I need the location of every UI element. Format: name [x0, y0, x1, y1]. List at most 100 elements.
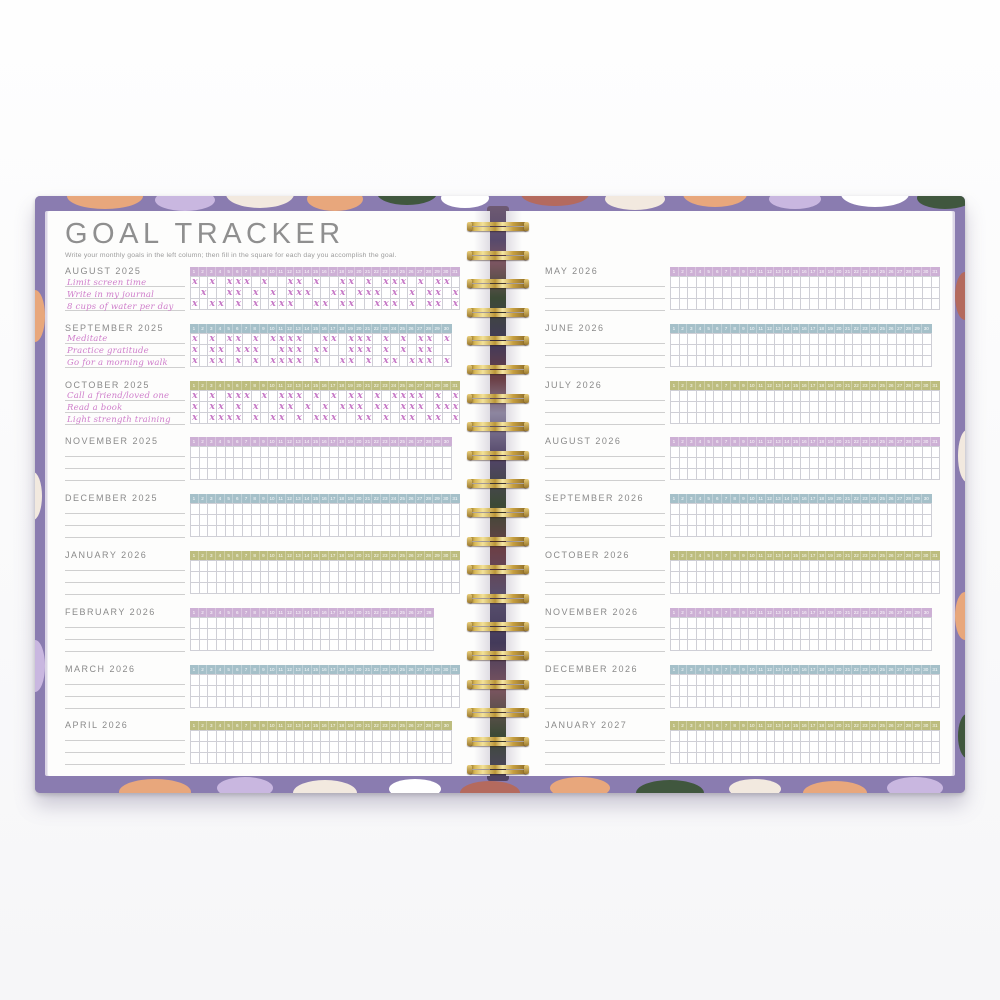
day-cell: [671, 617, 680, 629]
day-number: 8: [251, 437, 260, 447]
day-cell: [260, 685, 270, 697]
day-number: 22: [852, 437, 862, 447]
day-cell: [775, 299, 784, 310]
day-cell: [416, 582, 426, 594]
day-cell: [749, 333, 758, 345]
day-number: 18: [338, 380, 347, 390]
day-cell: [836, 401, 845, 413]
day-cell: [827, 742, 837, 754]
day-cell: x: [208, 355, 218, 367]
day-cell: [844, 412, 854, 424]
day-cell: [191, 288, 200, 299]
day-cell: [705, 582, 715, 594]
day-cell: [922, 674, 932, 686]
day-number: 1: [670, 607, 679, 617]
day-cell: [208, 447, 218, 459]
day-cell: [888, 333, 897, 345]
day-cell: x: [208, 299, 218, 310]
x-mark: x: [252, 401, 259, 412]
x-mark: x: [357, 390, 363, 401]
day-cell: [879, 447, 889, 459]
day-cell: [199, 412, 209, 424]
day-number: 22: [852, 494, 862, 504]
day-cell: [731, 288, 741, 299]
day-cell: [225, 674, 235, 686]
day-number: 29: [433, 494, 442, 504]
day-cell: [827, 639, 837, 651]
day-cell: [260, 571, 270, 583]
day-cell: [931, 412, 941, 424]
x-mark: x: [322, 333, 328, 345]
day-number: 11: [757, 664, 766, 674]
day-cell: [434, 674, 443, 686]
wire-loop: [469, 541, 527, 546]
day-cell: [408, 277, 417, 288]
day-number: 13: [294, 437, 303, 447]
day-cell: [922, 571, 932, 583]
day-cell: [277, 639, 287, 651]
day-cell: [234, 742, 244, 754]
day-cell: [749, 560, 758, 572]
day-cell: [425, 582, 435, 594]
day-number: 15: [312, 607, 321, 617]
goal-track-row: [671, 742, 941, 754]
month-section: FEBRUARY 2026 1 2 3 4 5 6 7 8 9 10 11 12 13 14 15 16 17 18…: [65, 607, 484, 664]
day-cell: [714, 674, 724, 686]
day-cell: [199, 696, 209, 708]
goal-line: [65, 729, 185, 742]
tracker-grid-body: [190, 446, 452, 481]
day-cell: [338, 753, 348, 765]
day-number: 16: [320, 550, 329, 560]
day-cell: [862, 560, 871, 572]
day-number: 25: [399, 323, 408, 333]
day-cell: [260, 628, 270, 640]
day-number: 16: [320, 380, 329, 390]
day-cell: [740, 560, 750, 572]
day-number: 16: [320, 607, 329, 617]
day-cell: x: [295, 333, 304, 345]
day-number: 8: [731, 721, 740, 731]
day-cell: [749, 526, 758, 538]
day-cell: [347, 469, 357, 481]
day-cell: [356, 628, 365, 640]
tracker-grid-body: [190, 673, 461, 708]
day-cell: [870, 447, 880, 459]
day-cell: [416, 639, 426, 651]
wire-loop: [469, 622, 527, 627]
goal-line: [65, 526, 185, 539]
day-cell: [723, 277, 732, 288]
day-number: 27: [416, 494, 425, 504]
day-cell: [286, 685, 296, 697]
day-cell: [783, 401, 793, 413]
day-number: 4: [216, 550, 225, 560]
day-cell: [757, 617, 767, 629]
day-cell: [888, 628, 897, 640]
day-cell: [757, 571, 767, 583]
day-number: 14: [303, 323, 312, 333]
goal-line: [545, 299, 665, 311]
day-number: 14: [303, 607, 312, 617]
day-cell: [191, 515, 200, 527]
day-cell: [775, 617, 784, 629]
x-mark: x: [452, 412, 459, 423]
day-cell: [671, 639, 680, 651]
day-cell: [801, 412, 810, 424]
wire-loop: [469, 227, 527, 231]
day-cell: [801, 469, 810, 481]
x-mark: x: [270, 333, 276, 345]
day-cell: [416, 299, 426, 310]
day-number: 9: [260, 323, 269, 333]
day-cell: x: [330, 412, 339, 424]
day-cell: [671, 412, 680, 424]
day-number: 1: [190, 664, 199, 674]
day-cell: [697, 333, 706, 345]
day-cell: [303, 571, 313, 583]
day-cell: [671, 299, 680, 310]
day-number: 1: [670, 323, 679, 333]
goal-line: Meditate: [65, 332, 185, 344]
day-cell: [775, 696, 784, 708]
day-cell: [356, 617, 365, 629]
day-cell: [416, 288, 426, 299]
day-cell: [243, 685, 252, 697]
day-cell: [879, 515, 889, 527]
